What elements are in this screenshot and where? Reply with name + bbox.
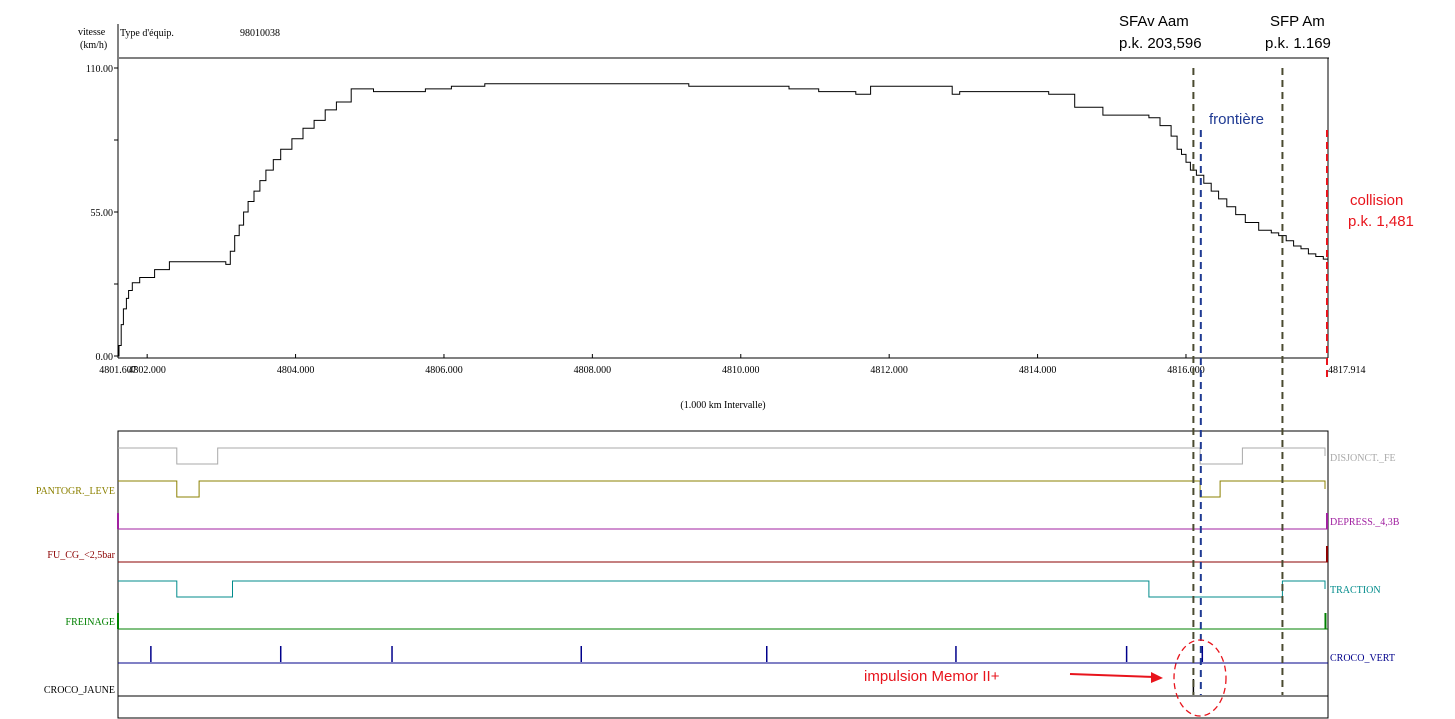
x-tick-label: 4806.000	[425, 365, 463, 376]
signal-label: CROCO_JAUNE	[44, 685, 115, 696]
signal-trace	[118, 447, 1326, 465]
equipment-type-value: 98010038	[240, 28, 280, 39]
sfp-title: SFP Am	[1270, 13, 1325, 30]
x-tick-label: 4812.000	[870, 365, 908, 376]
signal-trace	[118, 580, 1326, 598]
signal-row-traction: TRACTION	[118, 580, 1381, 598]
signal-label: CROCO_VERT	[1330, 653, 1395, 664]
signal-label: TRACTION	[1330, 585, 1381, 596]
signal-row-croco-vert: CROCO_VERT	[118, 646, 1395, 664]
impulse-arrow-shaft	[1069, 673, 1156, 678]
y-tick-label: 55.00	[91, 208, 114, 219]
sfav-pk: p.k. 203,596	[1119, 35, 1202, 52]
signal-trace	[118, 480, 1326, 498]
impulse-label: impulsion Memor II+	[864, 668, 1000, 685]
x-tick-label: 4804.000	[277, 365, 315, 376]
x-tick-label: 4801.607	[99, 365, 137, 376]
speed-axis-label: vitesse	[78, 27, 106, 38]
collision-pk: p.k. 1,481	[1348, 213, 1414, 230]
signal-label: FU_CG_<2,5bar	[47, 550, 115, 561]
x-tick-label: 4810.000	[722, 365, 760, 376]
equipment-type-label: Type d'équip.	[120, 28, 174, 39]
signal-row-fu-cg-2-5bar: FU_CG_<2,5bar	[47, 546, 1328, 563]
impulse-highlight-ellipse	[1173, 639, 1227, 717]
y-tick-layer: 0.00 55.00 110.00	[86, 64, 118, 363]
y-tick-label: 0.00	[96, 352, 114, 363]
speed-unit-label: (km/h)	[80, 40, 107, 51]
impulse-arrow-head	[1151, 672, 1163, 683]
x-interval-label: (1.000 km Intervalle)	[680, 400, 765, 411]
frontiere-label: frontière	[1209, 111, 1264, 128]
y-tick-label: 110.00	[86, 64, 113, 75]
signal-row-depress-4-3b: DEPRESS._4,3B	[117, 513, 1400, 530]
x-tick-label: 4808.000	[574, 365, 612, 376]
signal-row-disjonct-fe: DISJONCT._FE	[118, 447, 1396, 465]
event-marker-layer	[1192, 68, 1328, 695]
digital-signals-layer: DISJONCT._FE PANTOGR._LEVE DEPRESS._4,3B FU…	[36, 447, 1400, 697]
signal-label: PANTOGR._LEVE	[36, 486, 115, 497]
x-tick-label: 4802.000	[128, 365, 166, 376]
digital-signals-frame	[117, 430, 1329, 719]
signal-label: DISJONCT._FE	[1330, 453, 1396, 464]
collision-title: collision	[1350, 192, 1403, 209]
sfp-pk: p.k. 1.169	[1265, 35, 1331, 52]
speed-series-line	[118, 83, 1329, 357]
sfav-title: SFAv Aam	[1119, 13, 1189, 30]
signal-row-pantogr-leve: PANTOGR._LEVE	[36, 480, 1326, 498]
signal-row-croco-jaune: CROCO_JAUNE	[44, 679, 1328, 697]
signal-label: FREINAGE	[66, 617, 115, 628]
signal-row-freinage: FREINAGE	[66, 613, 1328, 630]
x-tick-label: 4817.914	[1328, 365, 1366, 376]
x-tick-label: 4816.000	[1167, 365, 1205, 376]
x-tick-label: 4814.000	[1019, 365, 1057, 376]
signal-label: DEPRESS._4,3B	[1330, 517, 1400, 528]
